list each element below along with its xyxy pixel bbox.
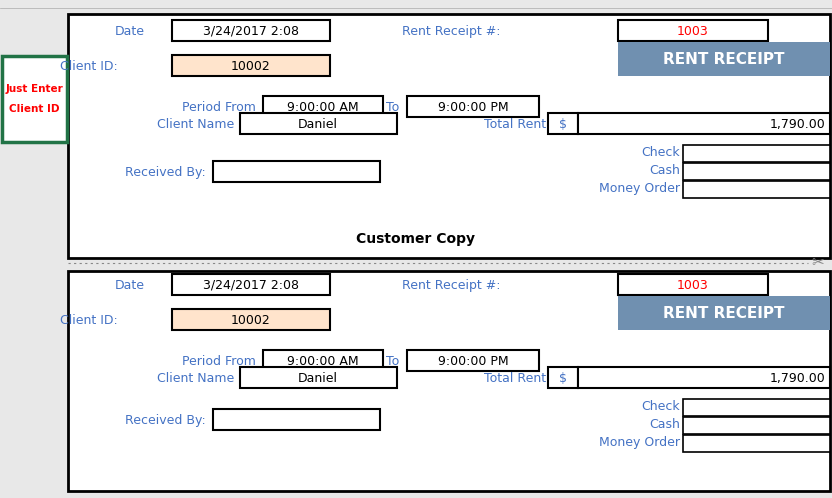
- Text: To: To: [386, 355, 399, 368]
- Bar: [172, 274, 330, 295]
- Bar: [683, 145, 830, 162]
- Text: Period From: Period From: [182, 355, 256, 368]
- Text: To: To: [386, 101, 399, 114]
- Bar: [172, 20, 330, 41]
- Bar: [68, 14, 830, 258]
- Text: Received By:: Received By:: [126, 165, 206, 178]
- Text: Cash: Cash: [649, 163, 680, 176]
- Text: Cash: Cash: [649, 417, 680, 430]
- Bar: [68, 271, 830, 491]
- Text: 10002: 10002: [231, 59, 271, 73]
- Text: Period From: Period From: [182, 101, 256, 114]
- Text: 1003: 1003: [677, 278, 709, 291]
- Bar: [172, 309, 330, 330]
- Text: Client ID:: Client ID:: [60, 314, 118, 327]
- Text: Money Order: Money Order: [599, 181, 680, 195]
- Text: Daniel: Daniel: [298, 372, 338, 384]
- Text: ✂: ✂: [812, 255, 825, 270]
- Text: Customer Copy: Customer Copy: [355, 232, 474, 246]
- Text: 9:00:00 PM: 9:00:00 PM: [438, 355, 508, 368]
- Text: 1,790.00: 1,790.00: [770, 372, 825, 384]
- Text: Client ID:: Client ID:: [60, 59, 118, 73]
- Bar: [240, 367, 397, 388]
- Text: 9:00:00 AM: 9:00:00 AM: [287, 101, 359, 114]
- Text: 9:00:00 PM: 9:00:00 PM: [438, 101, 508, 114]
- Text: RENT RECEIPT: RENT RECEIPT: [663, 51, 785, 67]
- Bar: [683, 417, 830, 434]
- Bar: [618, 42, 830, 76]
- Text: Client Name: Client Name: [156, 118, 234, 130]
- Bar: [240, 113, 397, 134]
- Bar: [578, 113, 830, 134]
- Text: $: $: [559, 118, 567, 130]
- Text: 10002: 10002: [231, 314, 271, 327]
- Bar: [213, 161, 380, 182]
- Bar: [2, 56, 67, 142]
- Text: 3/24/2017 2:08: 3/24/2017 2:08: [203, 24, 299, 37]
- Text: Just Enter: Just Enter: [6, 84, 63, 94]
- Text: 3/24/2017 2:08: 3/24/2017 2:08: [203, 278, 299, 291]
- Text: $: $: [559, 372, 567, 384]
- Text: RENT RECEIPT: RENT RECEIPT: [663, 305, 785, 321]
- Text: Client Name: Client Name: [156, 372, 234, 384]
- Text: 1003: 1003: [677, 24, 709, 37]
- Bar: [578, 367, 830, 388]
- Bar: [548, 367, 578, 388]
- Text: Total Rent: Total Rent: [484, 372, 546, 384]
- Bar: [683, 435, 830, 452]
- Bar: [548, 113, 578, 134]
- Text: Money Order: Money Order: [599, 435, 680, 449]
- Bar: [213, 409, 380, 430]
- Bar: [172, 55, 330, 76]
- Bar: [683, 163, 830, 180]
- Bar: [407, 96, 539, 117]
- Text: 1,790.00: 1,790.00: [770, 118, 825, 130]
- Bar: [263, 350, 383, 371]
- Bar: [263, 96, 383, 117]
- Bar: [683, 399, 830, 416]
- Text: 9:00:00 AM: 9:00:00 AM: [287, 355, 359, 368]
- Bar: [618, 20, 768, 41]
- Text: Check: Check: [641, 145, 680, 158]
- Text: Received By:: Received By:: [126, 413, 206, 426]
- Text: Date: Date: [115, 24, 145, 37]
- Bar: [407, 350, 539, 371]
- Bar: [618, 296, 830, 330]
- Text: Total Rent: Total Rent: [484, 118, 546, 130]
- Text: Client ID: Client ID: [9, 104, 60, 114]
- Text: Check: Check: [641, 399, 680, 412]
- Text: Rent Receipt #:: Rent Receipt #:: [402, 24, 500, 37]
- Bar: [618, 274, 768, 295]
- Text: Rent Receipt #:: Rent Receipt #:: [402, 278, 500, 291]
- Text: Daniel: Daniel: [298, 118, 338, 130]
- Text: Date: Date: [115, 278, 145, 291]
- Bar: [683, 181, 830, 198]
